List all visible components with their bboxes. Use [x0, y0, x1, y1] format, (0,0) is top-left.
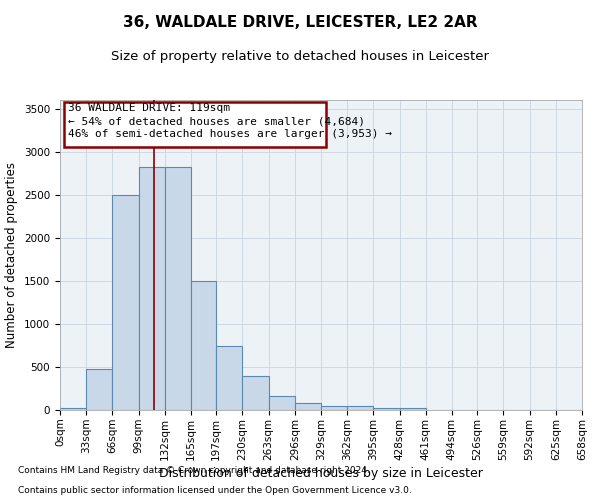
Bar — [321, 406, 347, 410]
FancyBboxPatch shape — [64, 102, 326, 148]
Bar — [373, 408, 400, 410]
Bar — [139, 167, 165, 410]
X-axis label: Distribution of detached houses by size in Leicester: Distribution of detached houses by size … — [159, 466, 483, 479]
Bar — [400, 408, 426, 410]
Bar — [216, 346, 242, 410]
Bar — [191, 281, 216, 410]
Bar — [269, 396, 295, 410]
Text: 46% of semi-detached houses are larger (3,953) →: 46% of semi-detached houses are larger (… — [68, 130, 392, 140]
Bar — [60, 408, 86, 410]
Bar — [347, 406, 373, 410]
Bar — [165, 167, 191, 410]
Text: ← 54% of detached houses are smaller (4,684): ← 54% of detached houses are smaller (4,… — [68, 116, 365, 126]
Bar — [112, 194, 139, 410]
Text: 36, WALDALE DRIVE, LEICESTER, LE2 2AR: 36, WALDALE DRIVE, LEICESTER, LE2 2AR — [122, 15, 478, 30]
Bar — [86, 368, 112, 410]
Text: Contains public sector information licensed under the Open Government Licence v3: Contains public sector information licen… — [18, 486, 412, 495]
Text: Size of property relative to detached houses in Leicester: Size of property relative to detached ho… — [111, 50, 489, 63]
Y-axis label: Number of detached properties: Number of detached properties — [5, 162, 19, 348]
Text: Contains HM Land Registry data © Crown copyright and database right 2024.: Contains HM Land Registry data © Crown c… — [18, 466, 370, 475]
Bar — [295, 403, 321, 410]
Bar — [242, 376, 269, 410]
Text: 36 WALDALE DRIVE: 119sqm: 36 WALDALE DRIVE: 119sqm — [68, 104, 230, 114]
